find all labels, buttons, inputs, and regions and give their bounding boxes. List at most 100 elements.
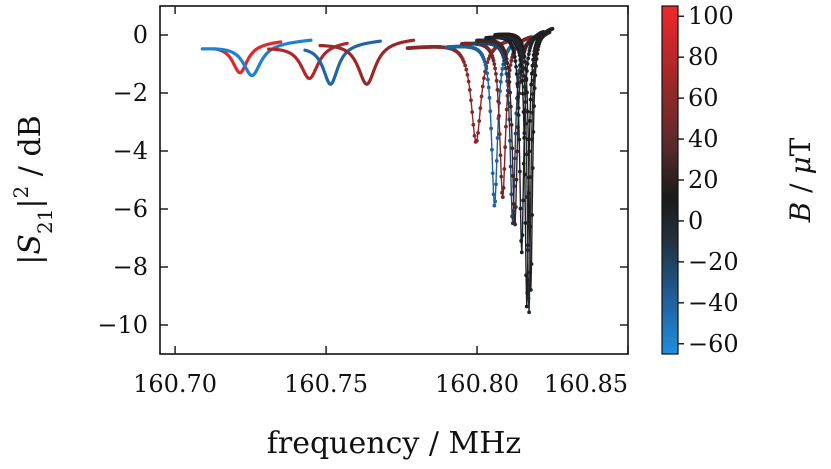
- data-point: [521, 198, 525, 203]
- data-point: [534, 64, 538, 68]
- data-point: [493, 199, 498, 204]
- data-point: [522, 136, 527, 140]
- data-point: [531, 129, 536, 134]
- data-point: [524, 304, 529, 309]
- series-0: [212, 40, 283, 75]
- x-axis-label: frequency / MHz: [267, 426, 521, 461]
- data-point: [507, 117, 512, 122]
- data-point: [474, 138, 479, 143]
- data-point: [486, 77, 490, 82]
- data-point: [506, 101, 511, 105]
- data-point: [519, 239, 524, 243]
- data-point: [523, 67, 528, 71]
- data-point: [532, 86, 537, 91]
- data-point: [470, 110, 475, 115]
- data-point: [472, 133, 477, 138]
- data-point: [483, 62, 488, 67]
- data-point: [534, 57, 539, 61]
- data-point: [508, 138, 512, 143]
- colorbar-tick-label: −40: [688, 289, 739, 317]
- series-13: [493, 26, 555, 292]
- data-point: [492, 62, 497, 67]
- data-point: [469, 98, 473, 103]
- data-point: [522, 84, 527, 89]
- data-point: [505, 60, 510, 65]
- data-point: [508, 63, 513, 67]
- data-point: [489, 126, 494, 131]
- series-4: [318, 38, 416, 86]
- colorbar-label-unit: T: [784, 137, 817, 156]
- data-point: [511, 201, 516, 206]
- y-label-unit: / dB: [13, 115, 48, 185]
- colorbar: [661, 5, 679, 355]
- y-axis-label: |S21|2 / dB: [9, 115, 57, 264]
- data-point: [515, 81, 520, 86]
- data-point: [526, 52, 531, 57]
- data-point: [500, 195, 505, 200]
- data-point: [490, 147, 494, 152]
- data-point: [500, 190, 504, 195]
- data-point: [526, 296, 531, 301]
- data-point: [519, 69, 524, 74]
- data-point: [493, 71, 498, 76]
- data-point: [527, 310, 531, 315]
- y-tick-label: −4: [113, 137, 148, 165]
- series-layer: [200, 26, 555, 315]
- data-point: [524, 121, 528, 126]
- data-point: [488, 109, 493, 114]
- series-line: [200, 38, 313, 78]
- colorbar-tick-label: 80: [688, 43, 719, 71]
- colorbar-tick-label: 100: [688, 2, 734, 30]
- data-point: [499, 174, 504, 179]
- data-point: [527, 175, 531, 180]
- data-point: [499, 72, 504, 77]
- colorbar-label-symbol: B: [784, 202, 817, 224]
- data-point: [464, 67, 469, 72]
- data-point: [509, 58, 514, 63]
- x-tick-label: 160.75: [284, 370, 368, 398]
- data-point: [509, 192, 514, 197]
- data-point: [512, 156, 517, 161]
- x-tick-label: 160.80: [435, 370, 519, 398]
- data-point: [521, 110, 526, 114]
- data-point: [519, 250, 524, 255]
- data-point: [491, 58, 496, 63]
- data-point: [528, 97, 533, 102]
- colorbar-tick-label: 60: [688, 84, 719, 112]
- data-point: [514, 72, 519, 76]
- colorbar-tick-label: −20: [688, 248, 739, 276]
- data-point: [471, 122, 476, 127]
- data-point: [495, 136, 500, 140]
- data-point: [512, 51, 517, 56]
- data-point: [535, 51, 540, 56]
- colorbar-label-mu: μ: [784, 156, 817, 174]
- y-tick-label: −6: [113, 195, 148, 223]
- data-point: [514, 64, 518, 69]
- colorbar-tick-label: 0: [688, 207, 703, 235]
- series-line: [303, 39, 383, 86]
- data-point: [528, 119, 532, 123]
- data-point: [497, 132, 502, 137]
- data-point: [494, 78, 499, 83]
- data-point: [520, 78, 525, 83]
- data-point: [525, 90, 529, 95]
- data-point: [524, 76, 529, 81]
- data-point: [532, 104, 536, 109]
- data-point: [525, 195, 530, 199]
- data-point: [511, 174, 515, 178]
- data-point: [484, 66, 489, 71]
- data-point: [508, 104, 513, 109]
- data-point: [520, 233, 525, 238]
- y-tick-label: −8: [113, 253, 148, 281]
- data-point: [501, 186, 506, 190]
- colorbar-ticks: 100 80 60 40 20 0 −20 −40 −60: [678, 2, 739, 358]
- data-point: [517, 137, 522, 142]
- data-point: [467, 88, 472, 92]
- data-point: [524, 273, 528, 278]
- x-tick-label: 160.85: [544, 370, 628, 398]
- y-tick-label: −2: [113, 79, 148, 107]
- data-point: [507, 80, 512, 84]
- data-point: [500, 67, 505, 71]
- data-point: [526, 56, 531, 61]
- data-point: [523, 221, 528, 225]
